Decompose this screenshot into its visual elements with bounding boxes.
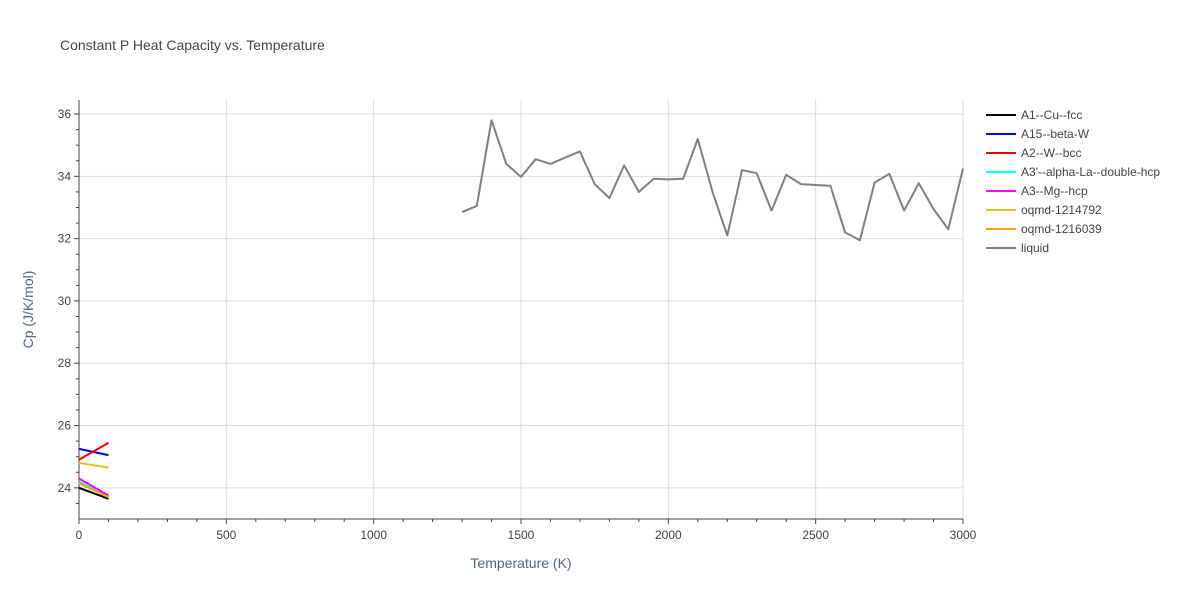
x-tick-label: 1500 (508, 528, 535, 542)
x-tick-label: 1000 (360, 528, 387, 542)
legend-label[interactable]: A2--W--bcc (1021, 146, 1081, 160)
series-line-A2--W--bcc (78, 441, 110, 461)
legend-label[interactable]: liquid (1021, 241, 1049, 255)
series-line-A1--Cu--fcc (78, 486, 109, 500)
legend-label[interactable]: A1--Cu--fcc (1021, 108, 1082, 122)
y-tick-label: 36 (58, 107, 72, 121)
chart-title: Constant P Heat Capacity vs. Temperature (60, 37, 325, 53)
x-axis-title: Temperature (K) (470, 555, 571, 571)
y-axis-title: Cp (J/K/mol) (20, 271, 36, 349)
legend-label[interactable]: A3--Mg--hcp (1021, 184, 1088, 198)
legend-label[interactable]: A15--beta-W (1021, 127, 1090, 141)
x-tick-label: 500 (216, 528, 236, 542)
x-tick-label: 2000 (655, 528, 682, 542)
y-tick-label: 32 (58, 232, 72, 246)
axes: 0 500 1000 1500 2000 2500 3000 24 26 28 30 32 34 36 (58, 100, 977, 542)
gridlines (79, 100, 964, 519)
series-line-A3--Mg--hcp (78, 477, 110, 497)
x-tick-label: 3000 (950, 528, 977, 542)
legend: A1--Cu--fcc A15--beta-W A2--W--bcc A3'--alp… (986, 108, 1160, 255)
legend-label[interactable]: oqmd-1214792 (1021, 203, 1102, 217)
x-tick-label: 0 (76, 528, 83, 542)
x-tick-label: 2500 (802, 528, 829, 542)
y-tick-label: 28 (58, 356, 72, 370)
legend-label[interactable]: oqmd-1216039 (1021, 222, 1102, 236)
y-tick-label: 24 (58, 481, 72, 495)
y-tick-label: 34 (58, 169, 72, 183)
series-line-oqmd-1214792 (78, 461, 109, 469)
y-tick-label: 26 (58, 419, 72, 433)
y-tick-label: 30 (58, 294, 72, 308)
plot-area (78, 119, 964, 500)
legend-label[interactable]: A3'--alpha-La--double-hcp (1021, 165, 1160, 179)
series-line-oqmd-1216039 (78, 482, 109, 499)
series-line-liquid (461, 119, 964, 242)
